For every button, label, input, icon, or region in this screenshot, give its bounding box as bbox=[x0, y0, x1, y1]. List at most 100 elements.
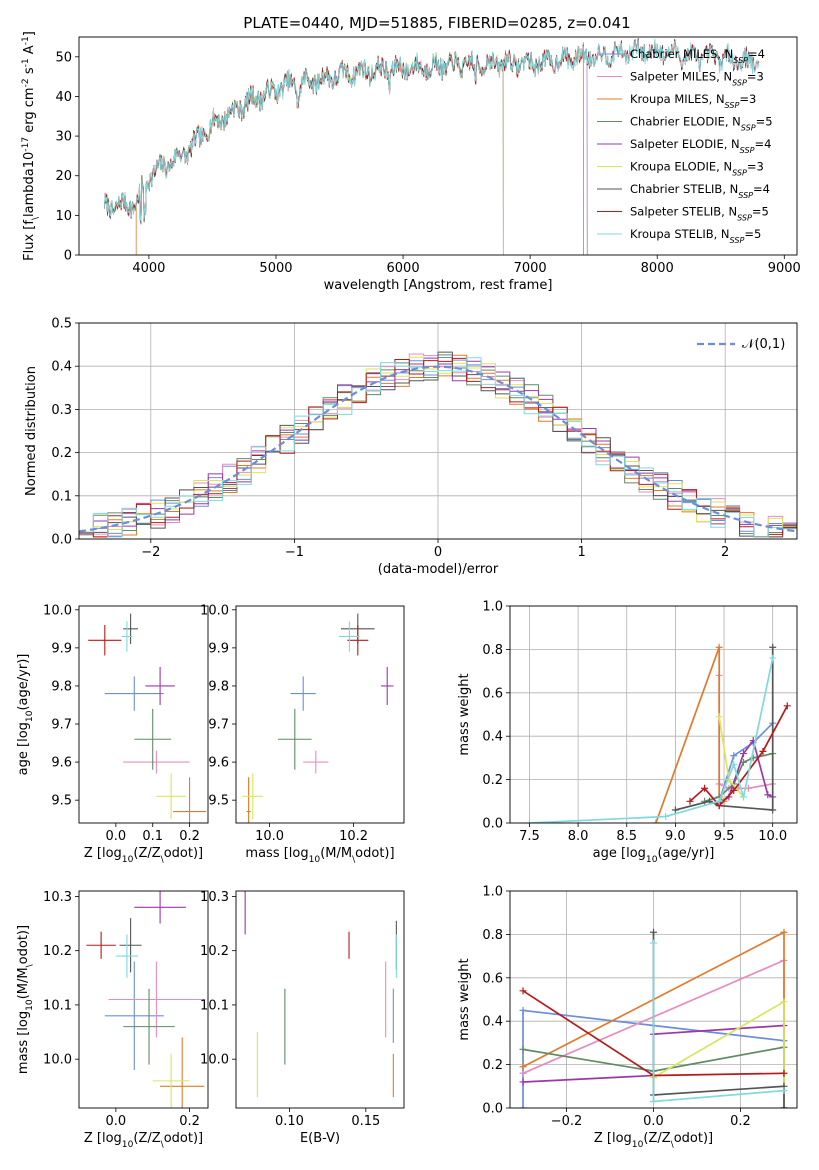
x-tick-label: 7.5 bbox=[519, 829, 540, 844]
axes-frame bbox=[235, 890, 405, 1109]
legend-entry: Salpeter MILES, NSSP=3 bbox=[630, 70, 764, 88]
x-axis-label: age [log10(age/yr)] bbox=[593, 846, 715, 865]
x-tick-label: 10.0 bbox=[758, 829, 787, 844]
x-tick-label: 0.0 bbox=[643, 1114, 664, 1129]
x-axis-label: E(B-V) bbox=[300, 1131, 340, 1146]
weight-point-marker bbox=[519, 987, 527, 995]
y-tick-label: 9.6 bbox=[208, 756, 229, 771]
x-tick-label: 0.2 bbox=[730, 1114, 751, 1129]
x-axis-label: mass [log10(M/M\odot)] bbox=[245, 846, 394, 865]
histogram-series bbox=[79, 351, 797, 539]
axes-frame bbox=[509, 605, 798, 824]
legend-entry: Kroupa MILES, NSSP=3 bbox=[630, 92, 756, 110]
y-tick-label: 0.4 bbox=[482, 1015, 503, 1030]
legend-entry: Kroupa ELODIE, NSSP=3 bbox=[630, 160, 764, 178]
y-tick-label: 9.5 bbox=[51, 794, 72, 809]
age_vs_Z-points bbox=[88, 613, 207, 823]
weight-point-marker bbox=[519, 1104, 527, 1108]
weight-point-marker bbox=[730, 786, 738, 794]
weight-point-marker bbox=[730, 752, 738, 760]
y-tick-label: 1.0 bbox=[482, 885, 503, 900]
y-tick-label: 40 bbox=[55, 90, 72, 105]
weight-series-line bbox=[652, 932, 785, 1108]
weight-point-marker bbox=[769, 643, 777, 651]
y-tick-label: 0.0 bbox=[482, 817, 503, 832]
y-tick-label: 10 bbox=[55, 209, 72, 224]
weight_vs_age-axes bbox=[506, 605, 797, 827]
y-tick-label: 0.1 bbox=[51, 489, 72, 504]
x-tick-label: 8.5 bbox=[616, 829, 637, 844]
axes-frame bbox=[78, 322, 798, 540]
weight-point-marker bbox=[650, 928, 657, 936]
age_vs_mass-axes bbox=[232, 609, 355, 827]
y-tick-label: 0.3 bbox=[51, 403, 72, 418]
x-axis-label: Z [log10(Z/Z\odot)] bbox=[594, 1131, 713, 1150]
weight-point-marker bbox=[715, 713, 723, 721]
weight-point-marker bbox=[769, 806, 777, 814]
y-tick-label: 50 bbox=[55, 50, 72, 65]
y-tick-label: 9.8 bbox=[51, 679, 72, 694]
weight-point-marker bbox=[730, 760, 738, 768]
weight-point-marker bbox=[715, 797, 723, 805]
weight-point-marker bbox=[519, 1006, 527, 1014]
x-tick-label: 0 bbox=[434, 545, 442, 560]
y-tick-label: 9.9 bbox=[208, 641, 229, 656]
y-tick-label: 10.0 bbox=[200, 603, 229, 618]
mass_vs_Z-axes bbox=[75, 896, 190, 1112]
weight-point-marker bbox=[764, 791, 772, 799]
x-tick-label: −0.2 bbox=[551, 1114, 583, 1129]
axes-frame bbox=[78, 890, 209, 1109]
spectrum-lines bbox=[104, 37, 759, 255]
y-axis-label: mass [log10(M/M\odot)] bbox=[16, 925, 35, 1074]
weight-point-marker bbox=[783, 702, 791, 710]
y-axis-label: Normed distribution bbox=[24, 366, 39, 496]
figure-title: PLATE=0440, MJD=51885, FIBERID=0285, z=0… bbox=[243, 14, 630, 32]
weight-series-line bbox=[652, 943, 785, 1103]
y-tick-label: 0.8 bbox=[482, 643, 503, 658]
weight-point-marker bbox=[715, 643, 723, 651]
axes-frame bbox=[78, 36, 798, 256]
y-tick-label: 0.0 bbox=[51, 533, 72, 548]
weight-point-marker bbox=[780, 998, 788, 1006]
x-tick-label: 0.2 bbox=[179, 829, 200, 844]
weight-point-marker bbox=[780, 1104, 788, 1108]
weight_vs_Z-axes bbox=[506, 890, 797, 1112]
y-tick-label: 0 bbox=[64, 249, 72, 264]
weight-point-marker bbox=[780, 1087, 788, 1095]
y-tick-label: 1.0 bbox=[482, 600, 503, 615]
x-tick-label: 9.5 bbox=[714, 829, 735, 844]
x-tick-label: −1 bbox=[285, 545, 304, 560]
x-tick-label: 0.10 bbox=[275, 1114, 304, 1129]
y-tick-label: 10.0 bbox=[43, 603, 72, 618]
x-tick-label: 0.15 bbox=[351, 1114, 380, 1129]
weight_vs_age-lines bbox=[525, 643, 791, 823]
x-tick-label: 1 bbox=[577, 545, 585, 560]
spectrum-axes bbox=[75, 56, 785, 259]
weight-point-marker bbox=[652, 819, 660, 823]
y-tick-label: 9.6 bbox=[51, 756, 72, 771]
axes-frame bbox=[78, 605, 209, 824]
legend-entry: Chabrier MILES, NSSP=4 bbox=[630, 47, 765, 65]
weight-point-marker bbox=[759, 747, 767, 755]
mass_vs_EBV-axes bbox=[232, 896, 367, 1112]
x-tick-label: −2 bbox=[141, 545, 160, 560]
weight-point-marker bbox=[671, 806, 679, 814]
x-tick-label: 5000 bbox=[259, 261, 292, 276]
x-tick-label: 8000 bbox=[641, 261, 674, 276]
mass_vs_EBV-points bbox=[244, 891, 397, 1098]
mass_vs_Z-points bbox=[86, 891, 205, 1108]
normal-reference-curve bbox=[79, 365, 797, 533]
x-axis-label: Z [log10(Z/Z\odot)] bbox=[84, 846, 203, 865]
y-tick-label: 30 bbox=[55, 130, 72, 145]
weight-point-marker bbox=[650, 1097, 657, 1105]
y-tick-label: 0.4 bbox=[51, 360, 72, 375]
weight-series-line bbox=[655, 646, 725, 823]
x-tick-label: 2 bbox=[721, 545, 729, 560]
x-tick-label: 10.2 bbox=[339, 829, 368, 844]
residual-histograms bbox=[79, 351, 797, 539]
weight-point-marker bbox=[519, 1078, 527, 1086]
y-tick-label: 9.7 bbox=[208, 718, 229, 733]
y-tick-label: 9.5 bbox=[208, 794, 229, 809]
y-tick-label: 10.1 bbox=[43, 998, 72, 1013]
